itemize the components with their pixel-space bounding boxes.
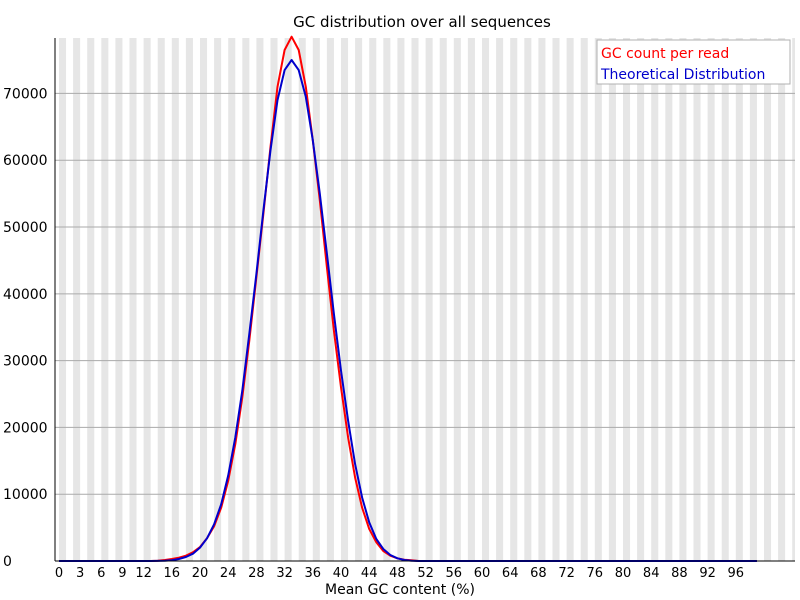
x-tick-label: 84 (643, 566, 660, 581)
vertical-band (312, 38, 320, 561)
vertical-band (59, 38, 67, 561)
vertical-band (369, 38, 377, 561)
vertical-band (171, 38, 179, 561)
x-tick-label: 9 (118, 566, 126, 581)
y-tick-label: 30000 (3, 354, 48, 370)
vertical-band (707, 38, 715, 561)
vertical-band (185, 38, 193, 561)
vertical-band (721, 38, 729, 561)
vertical-band (256, 38, 264, 561)
x-tick-label: 96 (728, 566, 745, 581)
x-tick-label: 3 (76, 566, 84, 581)
vertical-band (482, 38, 490, 561)
x-tick-label: 32 (276, 566, 293, 581)
x-tick-label: 36 (305, 566, 322, 581)
vertical-band (453, 38, 461, 561)
vertical-band (510, 38, 518, 561)
x-tick-label: 60 (474, 566, 491, 581)
x-tick-label: 40 (333, 566, 350, 581)
vertical-band (115, 38, 123, 561)
x-tick-label: 64 (502, 566, 519, 581)
x-axis-label: Mean GC content (%) (325, 582, 475, 598)
vertical-band (200, 38, 208, 561)
vertical-band (764, 38, 772, 561)
vertical-band (411, 38, 419, 561)
x-tick-label: 56 (446, 566, 463, 581)
chart-title: GC distribution over all sequences (293, 13, 551, 31)
y-tick-label: 60000 (3, 153, 48, 169)
x-tick-label: 88 (671, 566, 688, 581)
y-tick-label-group: 0 10000 20000 30000 40000 50000 60000 70000 (3, 86, 48, 570)
vertical-band (735, 38, 743, 561)
vertical-band (679, 38, 687, 561)
vertical-band (778, 38, 786, 561)
x-tick-label: 44 (361, 566, 378, 581)
vertical-band (214, 38, 222, 561)
vertical-band (651, 38, 659, 561)
vertical-band (383, 38, 391, 561)
x-tick-label: 68 (530, 566, 547, 581)
vertical-band (608, 38, 616, 561)
x-tick-label: 6 (97, 566, 105, 581)
vertical-band (594, 38, 602, 561)
x-tick-label: 72 (558, 566, 575, 581)
vertical-band (298, 38, 306, 561)
vertical-band (637, 38, 645, 561)
x-tick-label: 28 (248, 566, 265, 581)
legend-entry-theoretical: Theoretical Distribution (600, 67, 765, 83)
x-tick-label-group: 0 3 6 9 12 16 20 24 28 32 36 40 44 48 52 56 60 64 68 72 76 80… (55, 566, 744, 581)
vertical-band (693, 38, 701, 561)
vertical-band (228, 38, 236, 561)
vertical-band (270, 38, 278, 561)
vertical-band (792, 38, 795, 561)
vertical-band (355, 38, 363, 561)
x-tick-label: 48 (389, 566, 406, 581)
vertical-band (623, 38, 631, 561)
vertical-band (439, 38, 447, 561)
y-tick-label: 20000 (3, 420, 48, 436)
vertical-band (524, 38, 532, 561)
y-tick-label: 50000 (3, 220, 48, 236)
vertical-band (425, 38, 433, 561)
vertical-band (467, 38, 475, 561)
legend-entry-gc-count: GC count per read (601, 46, 729, 62)
vertical-band (397, 38, 405, 561)
vertical-band (284, 38, 292, 561)
x-tick-label: 16 (164, 566, 181, 581)
vertical-band (87, 38, 95, 561)
vertical-band (242, 38, 250, 561)
x-tick-label: 0 (55, 566, 63, 581)
vertical-band (143, 38, 151, 561)
vertical-band (552, 38, 560, 561)
vertical-band (566, 38, 574, 561)
vertical-band (341, 38, 349, 561)
x-tick-label: 80 (615, 566, 632, 581)
x-tick-label: 92 (699, 566, 716, 581)
vertical-band (496, 38, 504, 561)
x-tick-label: 24 (220, 566, 237, 581)
vertical-band (538, 38, 546, 561)
vertical-band (580, 38, 588, 561)
vertical-band (73, 38, 81, 561)
vertical-band (129, 38, 137, 561)
x-tick-label: 12 (135, 566, 152, 581)
y-tick-label: 10000 (3, 487, 48, 503)
vertical-band (749, 38, 757, 561)
x-tick-label: 52 (417, 566, 434, 581)
vertical-band (101, 38, 109, 561)
legend-box (596, 39, 791, 85)
y-tick-label: 70000 (3, 86, 48, 102)
x-tick-label: 76 (587, 566, 604, 581)
horizontal-grid-group (55, 92, 795, 495)
y-tick-label: 40000 (3, 287, 48, 303)
y-tick-label: 0 (3, 554, 12, 570)
vertical-band (665, 38, 673, 561)
x-tick-label: 20 (192, 566, 209, 581)
vertical-band-group (59, 38, 795, 561)
vertical-band (157, 38, 165, 561)
legend: GC count per read Theoretical Distributi… (596, 39, 791, 85)
